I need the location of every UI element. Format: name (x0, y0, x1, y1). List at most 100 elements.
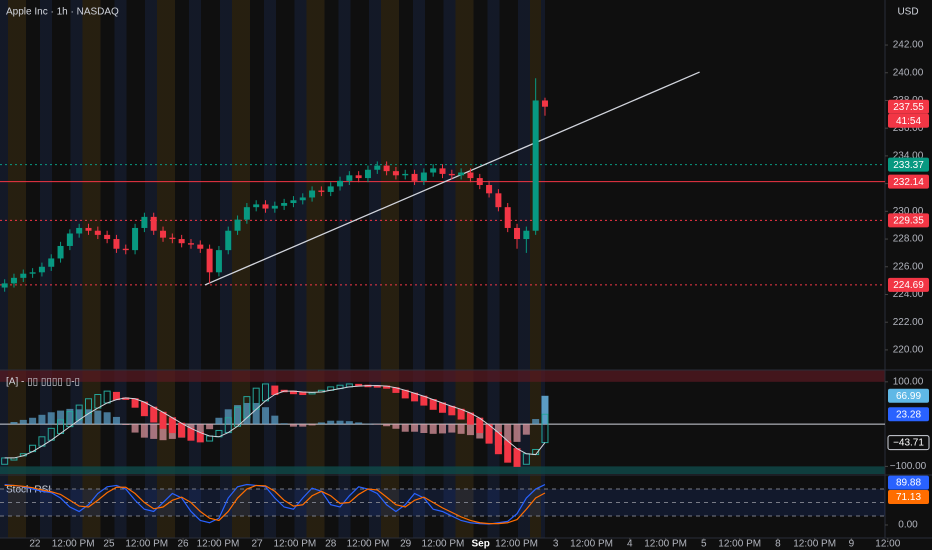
x-tick-label: 12:00 PM (422, 539, 465, 550)
price-tag-label: 41:54 (896, 116, 921, 127)
x-tick-label: 28 (325, 539, 337, 550)
price-tag-label: 23.28 (896, 409, 921, 420)
x-tick-label: 27 (252, 539, 264, 550)
y-tick-label: 224.00 (893, 289, 924, 300)
histogram-bar (10, 422, 18, 425)
histogram-bar (29, 417, 37, 425)
candle-body (355, 175, 362, 179)
price-tag (888, 99, 929, 114)
histogram-bar (280, 423, 288, 425)
x-tick-label: 12:00 PM (52, 539, 95, 550)
histogram-bar (271, 415, 279, 425)
x-tick-label: 29 (400, 539, 412, 550)
fast-wave (429, 399, 437, 410)
candle-body (318, 190, 325, 192)
y-tick-label: 228.00 (893, 234, 924, 245)
fast-wave (439, 402, 446, 413)
price-tag (888, 475, 929, 490)
candle-body (150, 216, 157, 231)
candle-body (383, 165, 390, 172)
histogram-bar (38, 414, 46, 425)
histogram-bar (140, 424, 148, 438)
price-tag (888, 174, 929, 189)
candle-body (541, 100, 548, 107)
candle-body (532, 100, 539, 231)
y-tick-label: 236.00 (893, 123, 924, 134)
fast-wave (178, 422, 186, 438)
candle-body (66, 233, 73, 246)
histogram-bar (159, 424, 167, 441)
fast-wave (187, 427, 195, 441)
histogram-bar (345, 421, 353, 425)
x-tick-label: Sep (472, 539, 490, 550)
candle-body (178, 239, 185, 244)
histogram-bar (94, 410, 102, 425)
x-tick-label: 22 (29, 539, 41, 550)
candle-body (439, 168, 446, 174)
x-tick-label: 4 (627, 539, 633, 550)
candle-body (57, 245, 64, 259)
candle-body (94, 230, 101, 235)
candle-body (132, 227, 139, 251)
candle-body (122, 248, 129, 251)
candle-body (299, 197, 306, 201)
y-tick-label: 240.00 (893, 67, 924, 78)
x-tick-label: 12:00 PM (644, 539, 687, 550)
histogram-bar (243, 402, 251, 425)
candle-body (309, 190, 316, 198)
candle-body (420, 172, 427, 181)
candle-body (262, 204, 269, 209)
candle-body (374, 165, 381, 170)
histogram-bar (262, 407, 269, 425)
fast-wave (140, 401, 148, 417)
upper-zone (0, 370, 885, 382)
histogram-bar (122, 424, 130, 425)
histogram-bar (336, 420, 344, 425)
price-tag (888, 407, 929, 422)
candle-body (187, 243, 194, 245)
candle-body (197, 244, 204, 249)
fast-wave (159, 411, 167, 429)
candle-body (514, 227, 521, 240)
histogram-bar (206, 424, 214, 430)
stoch-line (4, 484, 546, 525)
candle-body (290, 200, 297, 204)
fast-wave (1, 457, 9, 465)
histogram-bar (513, 424, 521, 442)
histogram-bar (196, 424, 204, 434)
histogram-bar (457, 424, 465, 434)
histogram-bar (103, 412, 111, 425)
histogram-bar (522, 424, 530, 435)
x-tick-label: 25 (103, 539, 115, 550)
histogram-bar (131, 424, 139, 433)
candle-body (29, 272, 36, 274)
candle-body (392, 171, 399, 176)
candle-body (364, 169, 371, 179)
fast-wave (196, 432, 204, 443)
y-tick-label: 226.00 (893, 261, 924, 272)
price-tag-label: 232.14 (893, 177, 924, 188)
histogram-bar (401, 424, 409, 432)
x-tick-label: 9 (849, 539, 855, 550)
x-tick-label: 12:00 (875, 539, 900, 550)
histogram-bar (47, 412, 55, 425)
candle-body (243, 207, 250, 220)
fast-wave (103, 390, 111, 404)
histogram-bar (308, 424, 316, 426)
candle-body (113, 239, 120, 249)
histogram-bar (85, 409, 92, 425)
price-tag (888, 157, 929, 172)
price-tag-label: 71.13 (896, 492, 921, 503)
y-tick-label: 0.00 (898, 520, 918, 531)
candle-body (281, 203, 288, 206)
stoch-line (4, 483, 546, 525)
candle-body (76, 227, 83, 234)
price-tag-label: 237.55 (893, 102, 924, 113)
candle-body (458, 172, 465, 176)
y-tick-label: 242.00 (893, 40, 924, 51)
histogram-bar (504, 424, 512, 446)
candle-body (225, 230, 232, 251)
y-tick-label: 222.00 (893, 317, 924, 328)
fast-wave (420, 395, 428, 406)
histogram-bar (215, 417, 223, 425)
